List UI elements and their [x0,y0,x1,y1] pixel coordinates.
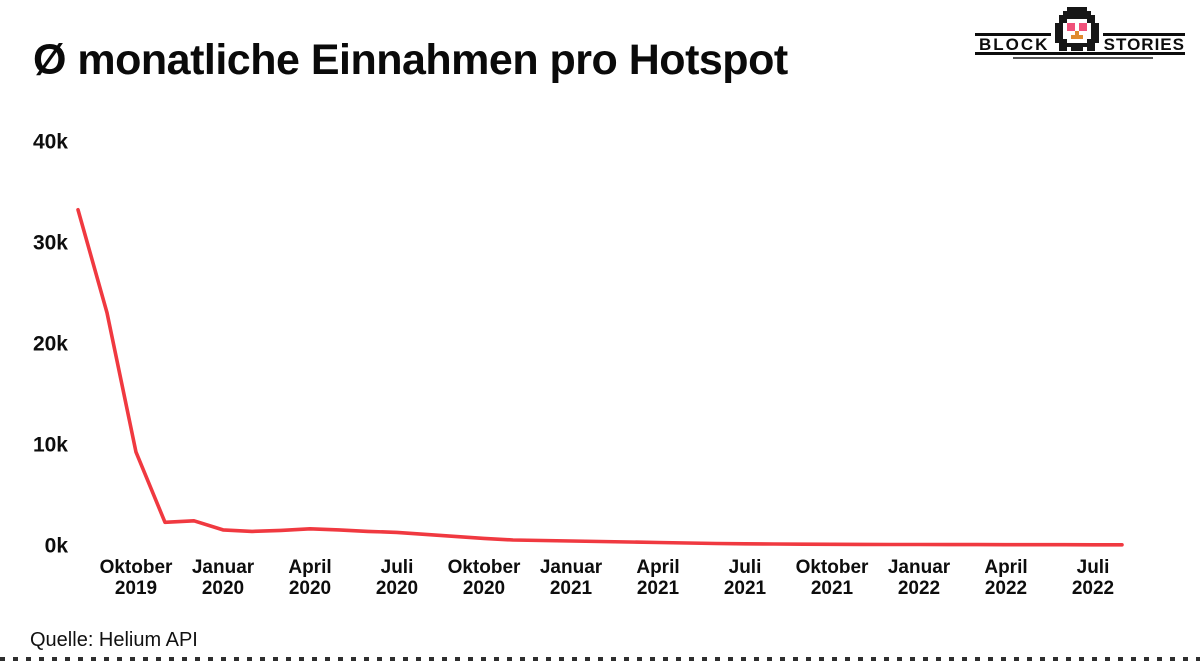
penguin-heart-eyes-icon [1051,6,1103,52]
x-tick-year-label: 2022 [985,578,1027,599]
x-tick-year-label: 2022 [1072,578,1114,599]
x-tick-year-label: 2020 [376,578,418,599]
logo-rule-underline [1013,57,1153,59]
logo-word-stories: STORIES [1103,35,1185,54]
logo-rule-bottom [975,52,1185,55]
x-tick-month-label: Oktober [100,557,173,578]
x-tick-month-label: April [984,557,1027,578]
x-tick-month-label: Oktober [796,557,869,578]
y-tick-label: 30k [33,232,68,255]
block-stories-logo: BLOCK STORIES [975,6,1185,62]
source-label: Quelle: Helium API [30,629,198,651]
x-tick-year-label: 2021 [550,578,593,599]
x-tick-year-label: 2019 [115,578,157,599]
x-tick-month-label: Juli [1077,557,1110,578]
x-tick-month-label: Januar [540,557,603,578]
x-tick-year-label: 2020 [202,578,244,599]
x-tick-year-label: 2020 [289,578,331,599]
page-title: Ø monatliche Einnahmen pro Hotspot [33,36,788,84]
y-tick-label: 20k [33,333,68,356]
x-tick-year-label: 2021 [811,578,854,599]
y-tick-label: 0k [45,535,69,558]
x-tick-month-label: Juli [381,557,414,578]
y-tick-label: 40k [33,131,68,154]
x-tick-month-label: Januar [888,557,951,578]
x-tick-year-label: 2021 [724,578,767,599]
x-tick-month-label: April [636,557,679,578]
x-tick-year-label: 2022 [898,578,940,599]
x-tick-month-label: Januar [192,557,255,578]
logo-word-block: BLOCK [979,35,1050,54]
x-tick-month-label: Juli [729,557,762,578]
bottom-dotted-border [0,657,1200,661]
x-tick-month-label: April [288,557,331,578]
x-tick-year-label: 2020 [463,578,505,599]
revenue-series-line [76,207,1124,547]
x-tick-month-label: Oktober [448,557,521,578]
y-tick-label: 10k [33,434,68,457]
x-tick-year-label: 2021 [637,578,680,599]
